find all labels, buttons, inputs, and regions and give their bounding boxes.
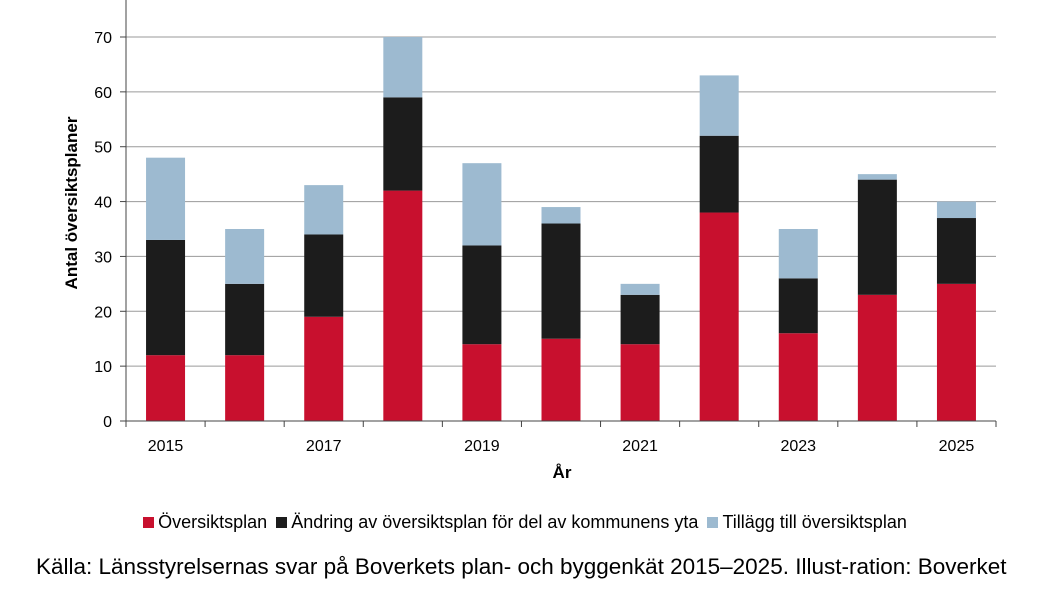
legend-swatch-blue (707, 517, 719, 528)
bar-segment-andring (778, 278, 818, 334)
bar-segment-andring (146, 239, 186, 356)
bar-segment-tillagg (778, 229, 818, 279)
x-tick-labels: 2015 2017 2019 2021 2023 2025 (148, 438, 975, 455)
bar-segment-tillagg (857, 174, 897, 180)
y-tick-label: 0 (103, 414, 112, 431)
y-tick-label: 10 (94, 359, 112, 376)
bar-segment-tillagg (383, 37, 423, 98)
x-tick-label: 2015 (148, 438, 184, 455)
bar-segment-tillagg (146, 157, 186, 240)
y-axis-title: Antal översiktsplaner (62, 116, 81, 289)
bar-segment-oversiktsplan (304, 316, 344, 421)
bar-segment-andring (225, 283, 265, 356)
bar-segment-tillagg (225, 229, 265, 284)
bar-segment-oversiktsplan (936, 283, 976, 421)
bar-segment-andring (462, 245, 502, 345)
x-axis-title: År (553, 463, 572, 482)
stacked-bar-chart: 0 10 20 30 40 50 60 70 2015 2017 2019 2021 2023 2025… (62, 0, 997, 482)
axes (120, 0, 997, 427)
bar-segment-andring (699, 135, 739, 213)
bar-segment-oversiktsplan (778, 333, 818, 421)
y-tick-label: 50 (94, 140, 112, 157)
legend-item-oversiktsplan: Översiktsplan (143, 512, 267, 533)
bar-segment-oversiktsplan (699, 212, 739, 421)
bar-segment-tillagg (936, 201, 976, 219)
bars (146, 37, 976, 421)
bar-segment-oversiktsplan (541, 338, 581, 421)
bar-segment-andring (936, 218, 976, 284)
bar-segment-tillagg (462, 163, 502, 246)
bar-segment-oversiktsplan (225, 355, 265, 421)
x-tick-label: 2023 (780, 438, 816, 455)
y-tick-label: 40 (94, 195, 112, 212)
legend: Översiktsplan Ändring av översiktsplan f… (0, 512, 1050, 533)
y-tick-label: 20 (94, 304, 112, 321)
legend-label: Översiktsplan (158, 512, 268, 532)
bar-segment-tillagg (699, 75, 739, 136)
x-tick-label: 2017 (306, 438, 342, 455)
bar-segment-andring (620, 294, 660, 345)
legend-label: Tillägg till översiktsplan (722, 512, 907, 532)
bar-segment-oversiktsplan (857, 294, 897, 421)
y-tick-label: 60 (94, 85, 112, 102)
bar-segment-andring (304, 234, 344, 317)
bar-segment-oversiktsplan (146, 355, 186, 421)
bar-segment-andring (383, 97, 423, 191)
bar-segment-oversiktsplan (383, 190, 423, 421)
legend-label: Ändring av översiktsplan för del av komm… (291, 512, 699, 532)
y-tick-label: 70 (94, 30, 112, 47)
legend-swatch-red (143, 517, 155, 528)
x-tick-label: 2021 (622, 438, 658, 455)
bar-segment-andring (857, 179, 897, 295)
bar-segment-oversiktsplan (620, 344, 660, 421)
x-tick-label: 2025 (939, 438, 975, 455)
y-tick-label: 30 (94, 249, 112, 266)
legend-item-tillagg: Tillägg till översiktsplan (707, 512, 907, 533)
y-tick-labels: 0 10 20 30 40 50 60 70 (94, 30, 112, 431)
bar-segment-oversiktsplan (462, 344, 502, 421)
source-caption: Källa: Länsstyrelsernas svar på Boverket… (36, 554, 1007, 579)
bar-segment-tillagg (541, 207, 581, 224)
x-tick-label: 2019 (464, 438, 500, 455)
bar-segment-tillagg (620, 283, 660, 295)
bar-segment-andring (541, 223, 581, 339)
legend-swatch-black (276, 517, 288, 528)
legend-item-andring: Ändring av översiktsplan för del av komm… (276, 512, 698, 533)
bar-segment-tillagg (304, 185, 344, 235)
